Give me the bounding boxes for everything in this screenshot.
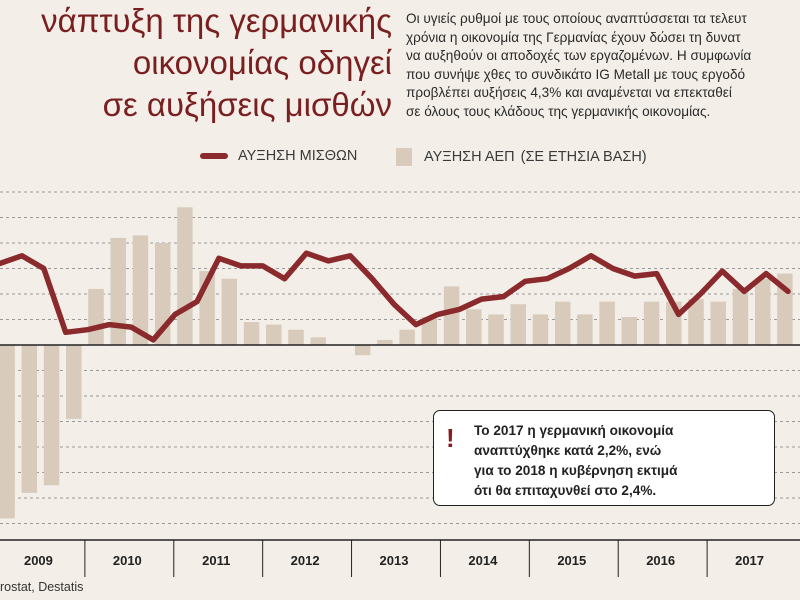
year-label-2009: 2009	[24, 553, 53, 568]
year-label-2014: 2014	[468, 553, 498, 568]
wage-line-group	[0, 250, 791, 343]
chart-axes: 2009 2010 2011 2012 2013 2014 2015 2016 2017	[0, 344, 800, 577]
legend-item-wages: ΑΥΞΗΣΗ ΜΙΣΘΩΝ	[200, 148, 357, 164]
gdp-bar-2017Q2	[732, 288, 749, 345]
intro-line: προβλέπει αυξήσεις 4,3% και αναμένεται ν…	[406, 85, 732, 100]
gdp-bar-2015Q1	[532, 314, 549, 345]
year-label-2011: 2011	[202, 553, 230, 568]
year-label-2013: 2013	[380, 553, 409, 568]
intro-line: χρόνια η οικονομία της Γερμανίας έχουν δ…	[406, 29, 741, 45]
gdp-bar-2009Q3	[43, 345, 60, 486]
gdp-bar-2014Q4	[510, 304, 526, 345]
callout-line: για το 2018 η κυβέρνηση εκτιμά	[474, 463, 678, 478]
year-label-2015: 2015	[557, 553, 586, 568]
headline-line-3: σε αυξήσεις μισθών	[102, 86, 392, 123]
gdp-bar-2013Q2	[377, 339, 393, 345]
callout-text: Το 2017 η γερμανική οικονομία αναπτύχθηκ…	[474, 421, 677, 501]
year-label-2017: 2017	[735, 553, 764, 568]
gdp-bar-2016Q4	[688, 299, 704, 345]
gdp-bar-2015Q3	[577, 314, 593, 345]
gdp-bar-2013Q1	[354, 345, 371, 356]
gdp-bar-2011Q3	[221, 278, 238, 345]
intro-line: που συνήψε χθες το συνδικάτο IG Metall μ…	[406, 66, 746, 82]
gdp-bar-2014Q1	[443, 286, 460, 345]
year-label-2016: 2016	[646, 553, 675, 568]
gdp-bar-2014Q3	[488, 314, 504, 345]
gdp-bar-2017Q3	[754, 278, 771, 345]
legend-bar-swatch	[396, 148, 412, 166]
headline-line-1: νάπτυξη της γερμανικής	[41, 2, 392, 39]
gdp-bar-2012Q3	[310, 337, 326, 345]
gdp-bars	[0, 207, 793, 519]
gdp-bar-2017Q1	[710, 301, 726, 345]
intro-line: να αυξηθούν οι αποδοχές των εργαζομένων.…	[406, 48, 752, 63]
source-note: rostat, Destatis	[0, 580, 84, 594]
intro-line: Οι υγιείς ρυθμοί με τους οποίους αναπτύσ…	[406, 11, 747, 26]
gdp-bar-2009Q2	[21, 345, 38, 493]
legend-label-wages: ΑΥΞΗΣΗ ΜΙΣΘΩΝ	[238, 148, 358, 164]
gdp-bar-2010Q3	[132, 235, 149, 345]
exclamation-icon: !	[446, 423, 455, 453]
gdp-bar-2009Q1	[0, 345, 15, 519]
gdp-bar-2012Q1	[266, 324, 282, 345]
headline-line-2: οικονομίας οδηγεί	[132, 44, 392, 81]
gdp-bar-2010Q4	[154, 243, 171, 345]
gdp-bar-2009Q4	[66, 345, 82, 419]
gdp-bar-2013Q4	[421, 316, 438, 345]
gdp-bar-2013Q3	[399, 329, 415, 345]
gdp-bar-2012Q2	[288, 329, 304, 345]
gdp-bar-2014Q2	[466, 309, 482, 345]
gdp-bar-2011Q1	[177, 207, 193, 345]
headline: νάπτυξη της γερμανικής οικονομίας οδηγεί…	[0, 0, 392, 126]
gdp-bar-2010Q2	[110, 237, 126, 345]
callout-line: Το 2017 η γερμανική οικονομία	[474, 423, 674, 438]
year-label-2012: 2012	[291, 553, 320, 568]
legend-line-swatch	[200, 153, 228, 159]
info-callout: ! Το 2017 η γερμανική οικονομία αναπτύχθ…	[433, 410, 775, 506]
callout-line: αναπτύχθηκε κατά 2,2%, ενώ	[474, 443, 662, 458]
gdp-bar-2011Q4	[243, 322, 260, 345]
intro-line: σε όλους τους κλάδους της γερμανικής οικ…	[406, 103, 711, 119]
gdp-bar-2010Q1	[88, 288, 104, 345]
gdp-bar-2015Q4	[599, 301, 615, 345]
legend-label-basis: (ΣΕ ΕΤΗΣΙΑ ΒΑΣΗ)	[520, 149, 647, 165]
gdp-bar-2016Q2	[643, 301, 660, 345]
year-label-2010: 2010	[113, 553, 142, 568]
intro-paragraph: Οι υγιείς ρυθμοί με τους οποίους αναπτύσ…	[406, 10, 800, 121]
gdp-bar-2015Q2	[554, 301, 571, 345]
legend-label-gdp: ΑΥΞΗΣΗ ΑΕΠ	[424, 149, 515, 165]
legend-item-gdp: ΑΥΞΗΣΗ ΑΕΠ (ΣΕ ΕΤΗΣΙΑ ΒΑΣΗ)	[396, 148, 647, 166]
callout-line: ότι θα επιταχυνθεί στο 2,4%.	[474, 483, 657, 498]
gdp-bar-2016Q1	[621, 316, 638, 345]
